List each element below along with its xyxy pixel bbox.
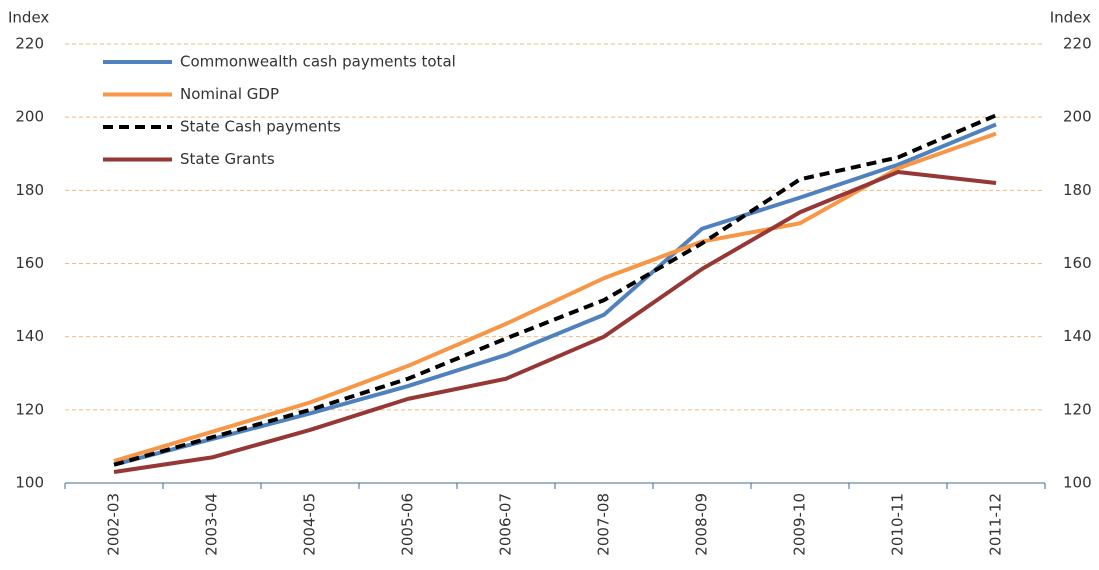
y-tick-label: 140 <box>15 327 44 345</box>
legend-label: State Cash payments <box>180 118 341 136</box>
legend-label: Nominal GDP <box>180 85 279 103</box>
y-tick-label: 200 <box>15 108 44 126</box>
series-line <box>113 131 997 463</box>
series-line <box>113 113 997 467</box>
x-tick-label: 2003-04 <box>203 493 221 556</box>
x-tick-label: 2007-08 <box>595 493 613 556</box>
y-tick-label: 120 <box>15 400 44 418</box>
x-tick-label: 2006-07 <box>497 493 515 556</box>
y2-tick-label: 220 <box>1063 35 1092 53</box>
y2-tick-label: 120 <box>1063 400 1092 418</box>
x-tick-label: 2009-10 <box>791 493 809 556</box>
y-tick-label: 180 <box>15 181 44 199</box>
y2-tick-label: 160 <box>1063 254 1092 272</box>
y-tick-label: 100 <box>15 474 44 492</box>
y2-tick-label: 200 <box>1063 108 1092 126</box>
x-tick-label: 2005-06 <box>399 493 417 556</box>
x-tick-label: 2002-03 <box>105 493 123 556</box>
legend-label: Commonwealth cash payments total <box>180 53 456 71</box>
x-tick-label: 2008-09 <box>693 493 711 556</box>
series-line <box>113 122 997 467</box>
y2-tick-label: 140 <box>1063 327 1092 345</box>
y2-tick-label: 180 <box>1063 181 1092 199</box>
legend-label: State Grants <box>180 150 275 168</box>
y-axis-label: Index <box>8 9 49 27</box>
y2-tick-label: 100 <box>1063 474 1092 492</box>
y-tick-label: 220 <box>15 35 44 53</box>
y-tick-label: 160 <box>15 254 44 272</box>
x-tick-label: 2011-12 <box>987 493 1005 556</box>
y2-axis-label: Index <box>1050 9 1091 27</box>
series-line <box>113 170 997 475</box>
x-tick-label: 2004-05 <box>301 493 319 556</box>
x-tick-label: 2010-11 <box>889 493 907 556</box>
